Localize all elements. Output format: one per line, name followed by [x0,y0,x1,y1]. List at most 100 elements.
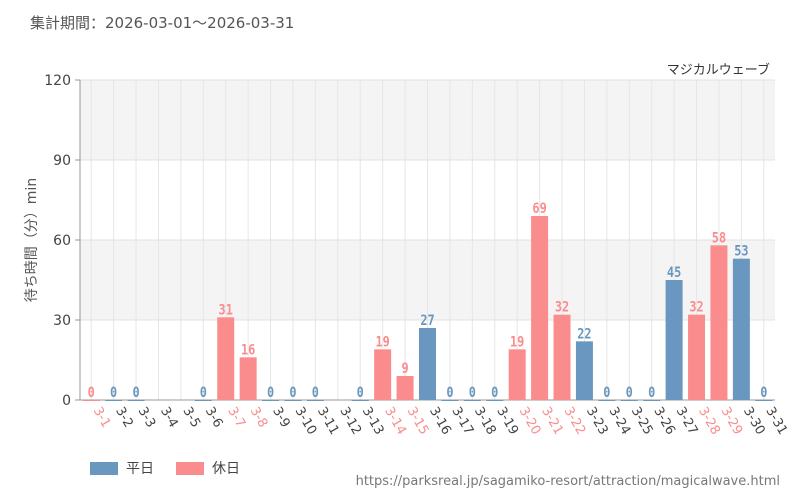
x-tick-label: 3-5 [179,405,203,431]
bar-value-label: 0 [200,385,207,401]
bar-3-27 [665,280,683,400]
bar-value-label: 19 [375,334,389,350]
x-tick-label: 3-19 [493,405,521,438]
bar-value-label: 0 [88,385,95,401]
bar-3-24 [598,400,616,401]
bar-value-label: 22 [577,326,591,342]
bar-value-label: 19 [510,334,524,350]
x-tick-label: 3-2 [112,405,136,431]
bar-3-11 [306,400,324,401]
bar-3-31 [755,400,773,401]
x-tick-label: 3-21 [538,405,566,438]
bar-3-16 [419,328,436,400]
legend-swatch-weekday [90,461,118,475]
x-tick-label: 3-9 [269,405,293,431]
bar-value-label: 53 [734,244,748,260]
x-tick-label: 3-26 [650,405,678,438]
x-tick-label: 3-16 [426,405,454,438]
bar-3-1 [82,400,100,401]
bar-3-22 [553,314,571,400]
bar-3-10 [284,400,302,401]
x-tick-label: 3-14 [381,405,409,438]
y-tick-label: 60 [53,233,71,249]
bar-value-label: 0 [357,385,364,401]
bar-value-label: 31 [219,302,233,318]
bar-3-30 [732,258,750,400]
x-tick-label: 3-27 [673,405,701,438]
bar-3-28 [688,314,706,400]
bar-value-label: 0 [312,385,319,401]
x-tick-label: 3-12 [336,405,364,438]
x-tick-label: 3-20 [516,405,544,438]
aggregation-period: 集計期間：2026-03-01～2026-03-31 [30,14,295,32]
legend-item-weekday: 平日 [90,458,154,478]
bar-value-label: 0 [110,385,117,401]
bar-value-label: 0 [491,385,498,401]
bar-value-label: 32 [555,300,569,316]
bar-3-25 [620,400,638,401]
bar-3-15 [396,376,414,400]
y-tick-label: 30 [53,313,71,329]
x-tick-label: 3-30 [740,405,768,438]
x-tick-label: 3-6 [202,405,226,431]
bar-3-13 [351,400,369,401]
bar-3-21 [531,216,549,400]
bar-3-7 [217,317,235,400]
y-tick-label: 0 [62,393,71,409]
bar-value-label: 69 [532,201,546,217]
y-axis-label: 待ち時間（分）min [24,178,40,302]
x-tick-label: 3-8 [247,405,271,431]
bar-3-3 [127,400,145,401]
x-tick-label: 3-4 [157,405,181,431]
bar-3-6 [194,400,212,401]
y-tick-label: 120 [44,73,71,89]
legend-swatch-holiday [176,461,204,475]
legend-label-holiday: 休日 [212,461,240,477]
x-tick-label: 3-3 [135,405,159,431]
x-tick-label: 3-24 [605,405,633,438]
bar-value-label: 0 [648,385,655,401]
bar-3-26 [643,400,661,401]
bar-value-label: 0 [289,385,296,401]
x-tick-label: 3-10 [292,405,320,438]
bar-value-label: 0 [626,385,633,401]
bar-value-label: 27 [420,313,434,329]
bar-3-9 [262,400,280,401]
source-url: https://parksreal.jp/sagamiko-resort/att… [355,474,780,489]
bar-3-29 [710,245,728,400]
bar-value-label: 0 [760,385,767,401]
legend-item-holiday: 休日 [176,458,240,478]
x-tick-label: 3-25 [628,405,656,438]
legend-label-weekday: 平日 [126,461,154,477]
x-tick-label: 3-28 [695,405,723,438]
bar-3-8 [239,357,257,400]
bar-value-label: 9 [401,361,408,377]
bar-value-label: 58 [712,230,726,246]
bar-3-2 [105,400,123,401]
chart-legend: 平日 休日 [90,458,240,478]
x-tick-label: 3-1 [90,405,114,431]
bar-value-label: 32 [689,300,703,316]
bar-value-label: 45 [667,265,681,281]
bar-value-label: 16 [241,342,255,358]
y-tick-label: 90 [53,153,71,169]
bar-3-23 [575,341,593,400]
bar-3-19 [486,400,504,401]
bar-3-17 [441,400,459,401]
x-tick-label: 3-29 [717,405,745,438]
bar-3-18 [463,400,481,401]
bar-value-label: 0 [603,385,610,401]
x-tick-label: 3-7 [224,405,248,431]
chart-title: マジカルウェーブ [667,62,770,78]
x-tick-label: 3-15 [404,405,432,438]
x-tick-label: 3-31 [762,405,790,438]
x-tick-label: 3-11 [314,405,342,438]
x-tick-label: 3-22 [561,405,589,438]
bar-3-14 [374,349,392,400]
bar-3-20 [508,349,526,400]
bar-value-label: 0 [267,385,274,401]
bar-value-label: 0 [469,385,476,401]
x-tick-label: 3-23 [583,405,611,438]
x-tick-label: 3-17 [448,405,476,438]
